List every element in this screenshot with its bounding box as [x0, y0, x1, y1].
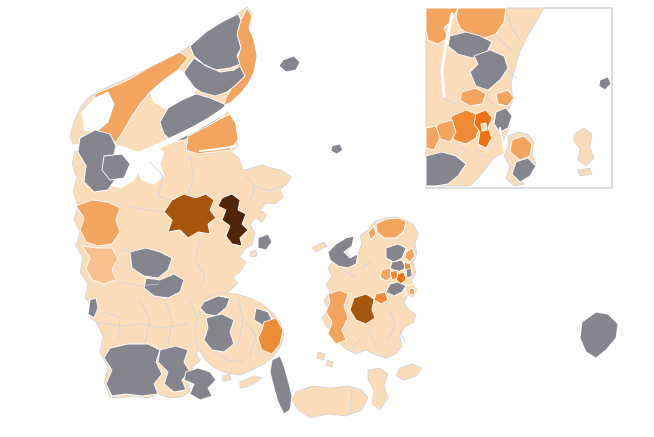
- municipality-vejle-west[interactable]: [129, 247, 173, 279]
- inset-municipality-alleroed[interactable]: [469, 49, 509, 91]
- municipality-silkeborg[interactable]: [163, 193, 217, 239]
- island-south-funen-1[interactable]: [221, 373, 232, 382]
- municipality-taarnby-main[interactable]: [408, 287, 416, 296]
- municipal-borders-funen: [213, 297, 257, 363]
- inset-municipal-borders: [443, 9, 521, 159]
- inset-municipality-taarnby[interactable]: [509, 135, 533, 161]
- municipality-aarhus[interactable]: [217, 193, 249, 247]
- municipality-ringsted[interactable]: [349, 293, 376, 325]
- municipality-lolland[interactable]: [291, 385, 369, 419]
- island-tunoe[interactable]: [249, 249, 258, 258]
- inset-municipality-frederiksberg[interactable]: [480, 122, 488, 132]
- inset-municipality-dragoer[interactable]: [511, 157, 537, 183]
- municipality-hilleroed[interactable]: [385, 243, 407, 263]
- island-south-funen-2[interactable]: [316, 351, 326, 361]
- municipality-anholt[interactable]: [330, 143, 344, 155]
- municipality-aeroe[interactable]: [239, 375, 263, 389]
- municipality-varde[interactable]: [81, 245, 119, 285]
- municipality-hoersholm[interactable]: [404, 247, 416, 263]
- inset-municipality-gentofte[interactable]: [493, 107, 513, 133]
- municipality-halsnaes[interactable]: [367, 225, 377, 241]
- inset-roskilde-fjord-water: [440, 12, 454, 98]
- municipality-morsoe[interactable]: [101, 153, 131, 181]
- municipality-odsherred[interactable]: [327, 235, 359, 269]
- municipality-roskilde[interactable]: [379, 267, 394, 282]
- municipality-samsoe[interactable]: [257, 233, 273, 251]
- municipality-copenhagen[interactable]: [395, 271, 407, 285]
- island-sejeroe[interactable]: [311, 241, 328, 253]
- municipality-toender[interactable]: [103, 343, 163, 397]
- municipality-soenderborg[interactable]: [183, 367, 217, 401]
- municipality-greve[interactable]: [385, 281, 407, 297]
- municipality-laesoe[interactable]: [278, 55, 301, 73]
- municipality-aabenraa[interactable]: [157, 345, 191, 393]
- capital-region-inset-map: [425, 7, 612, 187]
- municipality-assens[interactable]: [203, 313, 235, 353]
- inset-island-hven[interactable]: [598, 76, 612, 91]
- municipality-nyborg[interactable]: [257, 317, 284, 355]
- municipality-skive-white[interactable]: [135, 145, 165, 185]
- mariager-fjord-water: [199, 145, 237, 152]
- municipality-vejen[interactable]: [143, 273, 185, 299]
- municipality-mariagerfjord[interactable]: [185, 113, 239, 155]
- inset-municipality-roskilde-edge[interactable]: [425, 125, 441, 151]
- municipality-bornholm[interactable]: [579, 311, 619, 359]
- municipality-falster[interactable]: [367, 367, 389, 411]
- municipality-langeland[interactable]: [269, 355, 293, 415]
- municipality-koege[interactable]: [373, 291, 389, 305]
- island-south-funen-3[interactable]: [325, 359, 334, 368]
- municipality-alleroed[interactable]: [389, 259, 407, 273]
- municipality-gribskov[interactable]: [375, 217, 407, 239]
- municipal-borders-jutland: [95, 155, 283, 345]
- municipal-border-lolland-guldborgsund: [349, 387, 353, 415]
- inset-municipality-egedal[interactable]: [459, 87, 487, 107]
- municipality-moen[interactable]: [395, 363, 423, 381]
- municipality-ringkoebing-skjern[interactable]: [75, 199, 121, 247]
- inset-island-saltholm[interactable]: [573, 127, 595, 167]
- inset-municipality-rudersdal[interactable]: [495, 89, 515, 107]
- municipality-gentofte[interactable]: [405, 267, 413, 279]
- municipality-middelfart[interactable]: [199, 295, 231, 317]
- inset-island-saltholm-sliver[interactable]: [577, 167, 593, 177]
- municipality-hanstholm-white[interactable]: [81, 91, 115, 133]
- municipality-slagelse[interactable]: [325, 289, 349, 345]
- municipality-fanoe[interactable]: [87, 297, 99, 319]
- inset-municipality-greve[interactable]: [425, 151, 467, 187]
- municipality-thisted[interactable]: [77, 129, 117, 193]
- municipal-borders-zealand: [343, 261, 406, 349]
